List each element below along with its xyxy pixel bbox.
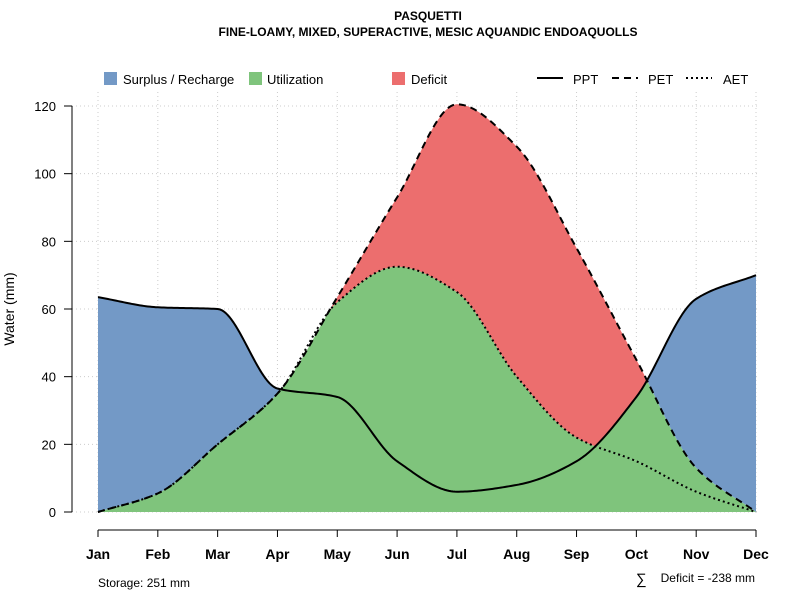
x-tick-label-jun: Jun [385,546,410,562]
x-tick-label-jul: Jul [447,546,467,562]
y-tick-label: 20 [42,437,56,452]
deficit-note: Deficit = -238 mm [661,571,755,585]
legend-swatch-utilization [249,72,262,85]
series-line-pet [97,103,757,513]
y-tick-label: 80 [42,234,56,249]
deficit-area [98,104,756,512]
axes: 0 20 40 60 80 100 120 Jan Feb Mar Apr May Jun Jul Aug S… [34,99,769,562]
y-tick-label: 40 [42,370,56,385]
x-tick-label-feb: Feb [145,546,170,562]
x-tick-label-jan: Jan [86,546,110,562]
legend-label-aet: AET [723,72,748,87]
y-axis-label: Water (mm) [1,272,17,345]
y-tick-label: 0 [49,505,56,520]
x-tick-label-sep: Sep [564,546,590,562]
legend: Surplus / Recharge Utilization Deficit P… [104,72,748,87]
x-tick-label-oct: Oct [625,546,649,562]
line-layer [97,103,757,513]
y-tick-label: 60 [42,302,56,317]
legend-label-surplus: Surplus / Recharge [123,72,234,87]
x-tick-label-aug: Aug [503,546,530,562]
surplus-area [98,104,756,512]
legend-label-utilization: Utilization [267,72,323,87]
chart-subtitle: FINE-LOAMY, MIXED, SUPERACTIVE, MESIC AQ… [219,25,638,39]
chart-title: PASQUETTI [394,9,462,23]
legend-label-pet: PET [648,72,673,87]
sum-symbol: ∑ [636,571,647,588]
x-tick-label-may: May [324,546,351,562]
y-tick-label: 120 [34,99,56,114]
x-tick-label-apr: Apr [265,546,290,562]
legend-label-deficit: Deficit [411,72,448,87]
legend-swatch-surplus [104,72,117,85]
x-tick-label-mar: Mar [205,546,230,562]
legend-swatch-deficit [392,72,405,85]
storage-note: Storage: 251 mm [98,576,190,590]
x-tick-label-dec: Dec [743,546,769,562]
y-tick-label: 100 [34,167,56,182]
legend-label-ppt: PPT [573,72,598,87]
series-line-ppt [97,274,757,493]
x-tick-label-nov: Nov [683,546,710,562]
series-line-aet [97,265,757,513]
recharge-area [98,266,756,512]
